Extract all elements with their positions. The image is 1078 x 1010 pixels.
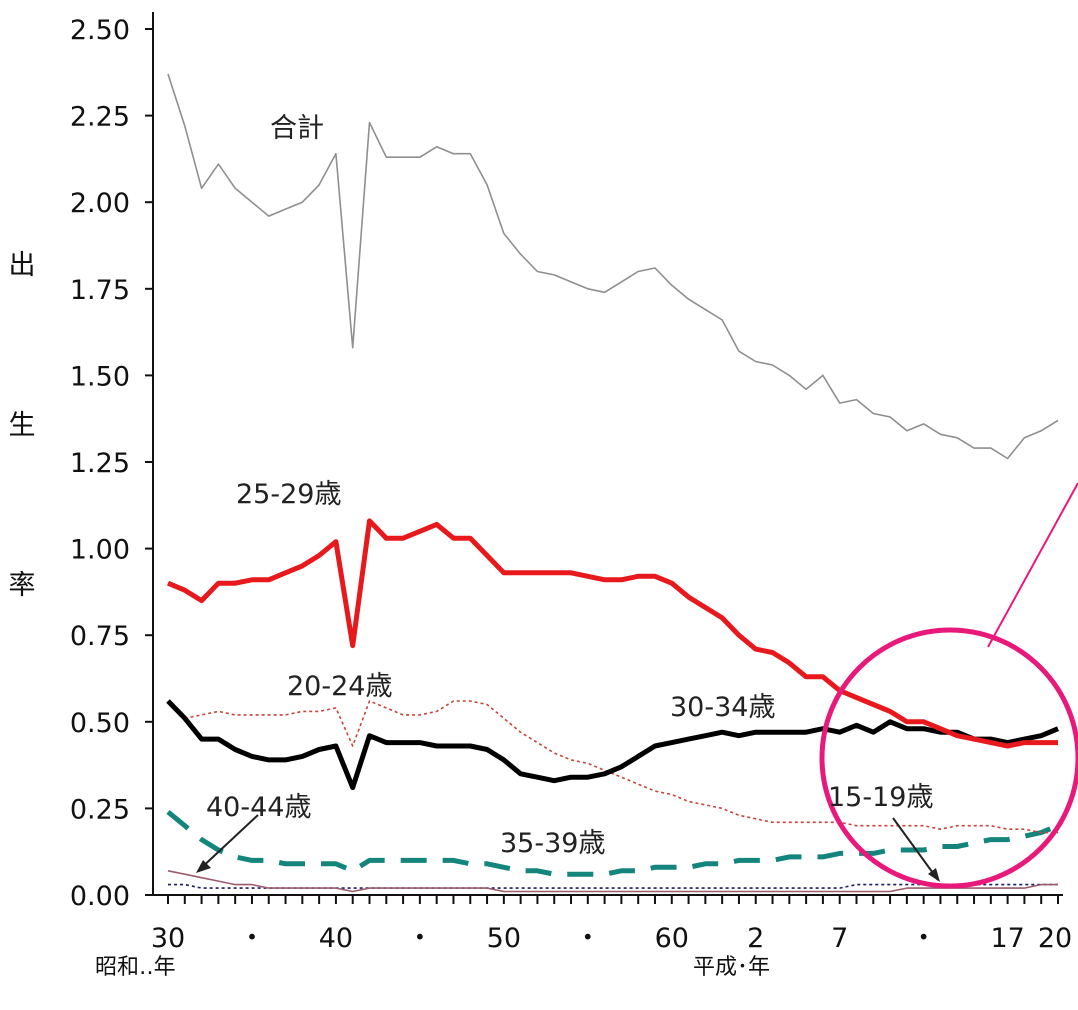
- highlight-circle: [819, 627, 1078, 889]
- y-tick-label: 1.75: [70, 275, 130, 306]
- series-label-25-29: 25-29歳: [236, 479, 341, 510]
- series-labels: 合計 25-29歳 30-34歳 20-24歳 35-39歳 40-44歳 15…: [206, 113, 933, 859]
- series-line-3: [167, 700, 1058, 834]
- y-axis-title-char-3: 率: [9, 570, 36, 601]
- arrowhead-40-44: [196, 860, 211, 873]
- y-tick-label: 0.75: [70, 621, 130, 652]
- series-line-2: [166, 699, 1059, 791]
- x-tick-label: ・: [406, 923, 433, 954]
- x-tick-label: ・: [574, 923, 601, 954]
- series-label-30-34: 30-34歳: [670, 692, 775, 723]
- x-tick-label: 50: [487, 923, 521, 954]
- y-tick-label: 2.50: [70, 15, 130, 46]
- series-line-5: [167, 870, 1058, 893]
- arrow-15-19: [892, 817, 939, 881]
- y-tick-label: 1.25: [70, 448, 130, 479]
- x-tick-label: ・: [238, 923, 265, 954]
- series-label-20-24: 20-24歳: [287, 671, 392, 702]
- era-label-showa: 昭和‥年: [95, 955, 176, 980]
- y-tick-label: 0.00: [70, 881, 130, 912]
- x-tick-label: 17: [990, 923, 1024, 954]
- y-tick-labels: 0.00 0.25 0.50 0.75 1.00 1.25 1.50 1.75 2.00 2.25…: [70, 15, 130, 912]
- y-tick-label: 2.25: [70, 102, 130, 133]
- x-tick-label: ・: [910, 923, 937, 954]
- x-tick-label: 40: [319, 923, 353, 954]
- axes: [145, 12, 1063, 904]
- y-axis-title-char-1: 出: [9, 250, 36, 281]
- x-era-labels: 昭和‥年 平成･年: [95, 955, 770, 980]
- arrowhead-15-19: [928, 868, 940, 882]
- series-lines: [166, 73, 1059, 893]
- y-tick-label: 2.00: [70, 188, 130, 219]
- arrow-40-44: [197, 814, 259, 872]
- series-label-total: 合計: [270, 113, 324, 144]
- y-tick-label: 1.50: [70, 361, 130, 392]
- x-tick-label: 20: [1038, 923, 1072, 954]
- x-tick-label: 2: [747, 923, 764, 954]
- series-line-6: [168, 883, 1058, 889]
- y-tick-label: 1.00: [70, 535, 130, 566]
- series-label-15-19: 15-19歳: [828, 782, 933, 813]
- y-tick-label: 0.50: [70, 708, 130, 739]
- y-tick-label: 0.25: [70, 794, 130, 825]
- highlight-pointer-line: [987, 482, 1078, 648]
- y-axis-title-char-2: 生: [9, 410, 36, 441]
- x-tick-label: 7: [831, 923, 848, 954]
- x-tick-label: 60: [655, 923, 689, 954]
- x-tick-labels: 30 ・ 40 ・ 50 ・ 60 2 7 ・ 17 20: [151, 923, 1072, 954]
- x-tick-label: 30: [151, 923, 185, 954]
- series-line-4: [166, 809, 1059, 877]
- y-axis-title: 出 生 率: [9, 250, 36, 601]
- annotations: [196, 482, 1078, 889]
- era-label-heisei: 平成･年: [693, 955, 770, 980]
- series-line-0: [167, 73, 1059, 460]
- series-label-35-39: 35-39歳: [500, 828, 605, 859]
- series-label-40-44: 40-44歳: [206, 792, 311, 823]
- series-line-1: [167, 518, 1058, 749]
